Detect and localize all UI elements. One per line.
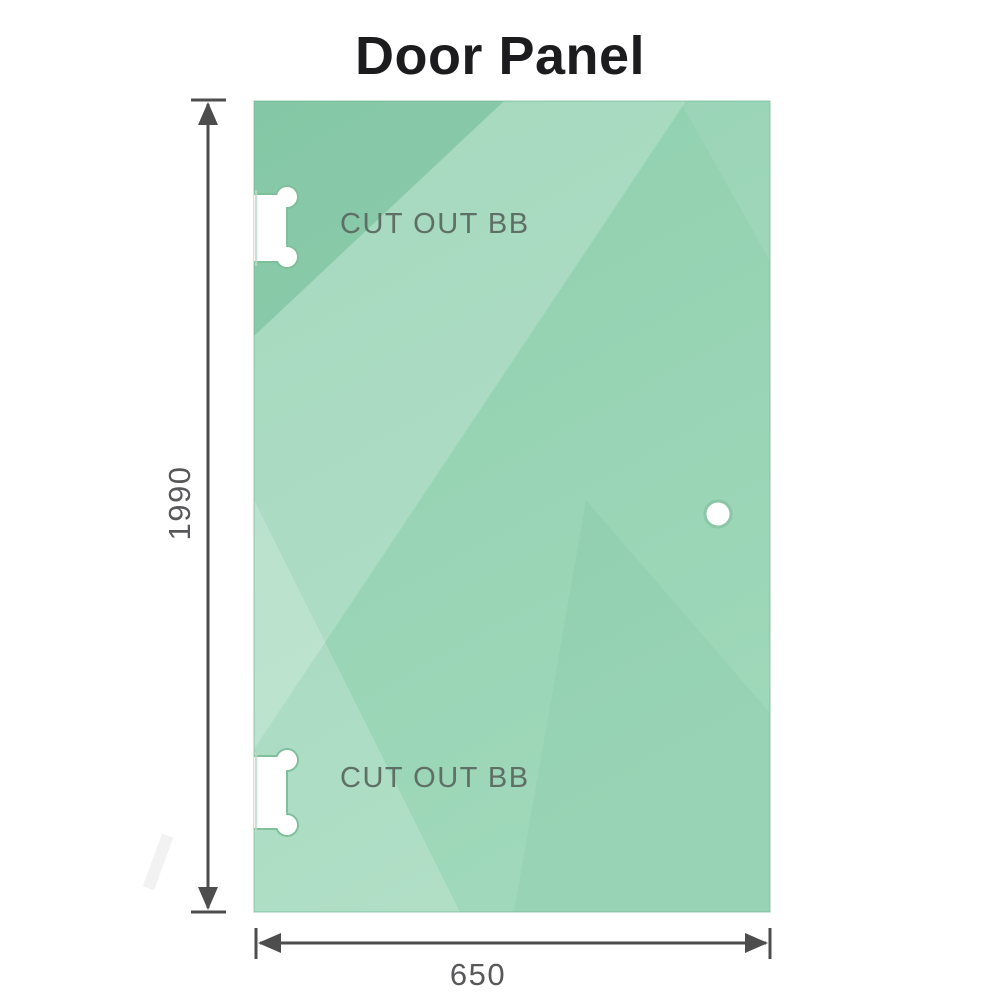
arrow-up-icon	[198, 102, 218, 125]
bottom-cutout-label: CUT OUT BB	[340, 762, 530, 794]
height-dimension-value: 1990	[162, 465, 197, 541]
top-hinge-cutout	[254, 185, 299, 269]
top-cutout-label: CUT OUT BB	[340, 208, 530, 240]
glass-shade-top-left	[254, 101, 504, 336]
width-dimension-value: 650	[449, 957, 507, 992]
glass-panel	[253, 100, 771, 913]
glass-highlight-bottom-left	[254, 500, 460, 912]
glass-shade-bottom-right	[514, 500, 770, 912]
glass-highlight-top-right	[680, 101, 770, 261]
width-dimension	[254, 928, 772, 959]
page-title: Door Panel	[354, 26, 646, 86]
watermark-smudge	[142, 833, 174, 891]
arrow-right-icon	[745, 933, 768, 953]
glass-highlight-band	[254, 101, 686, 749]
arrow-down-icon	[198, 887, 218, 910]
glass-reflections	[254, 101, 770, 912]
panel-edge	[253, 100, 771, 913]
bottom-hinge-cutout	[254, 748, 299, 837]
hinge-cutouts	[254, 185, 299, 837]
handle-hole	[703, 499, 733, 529]
panel-body	[254, 101, 770, 912]
arrow-left-icon	[258, 933, 281, 953]
height-dimension	[191, 98, 226, 914]
